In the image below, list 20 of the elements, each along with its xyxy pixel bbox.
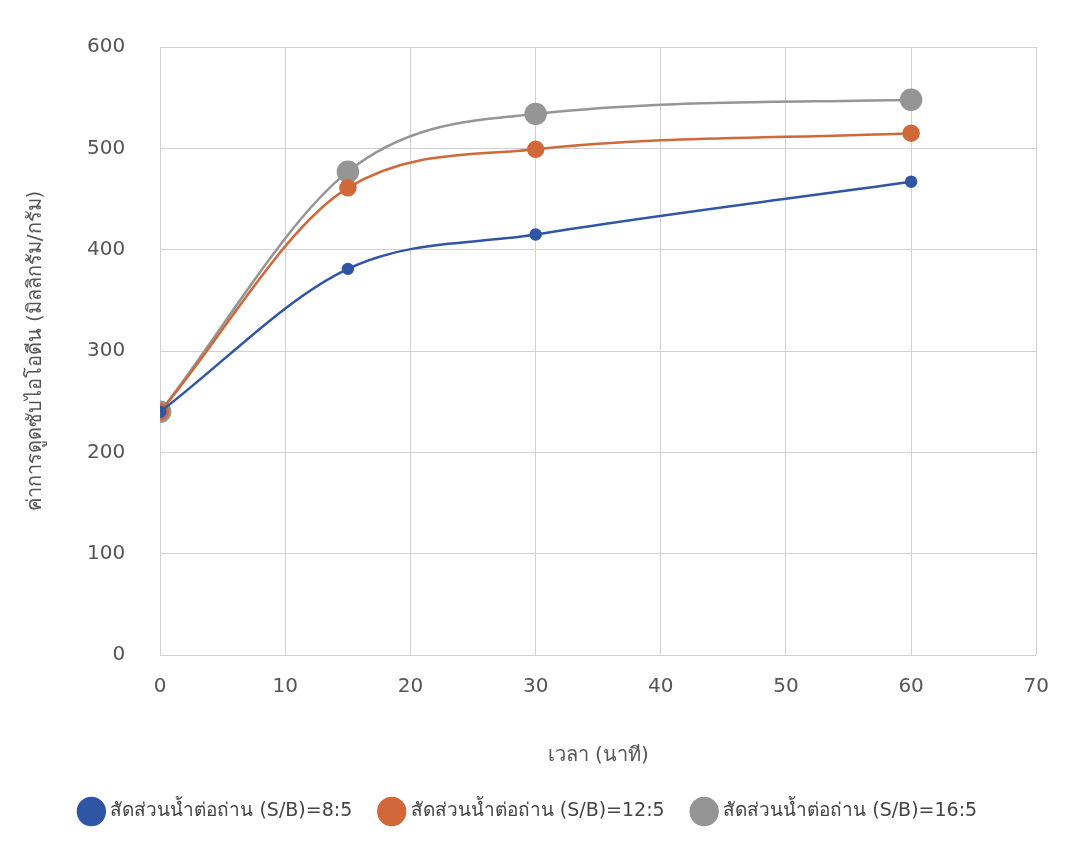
y-tick-label: 100 [86, 539, 126, 564]
y-tick-label: 400 [86, 235, 126, 260]
y-tick-label: 200 [86, 438, 126, 463]
x-tick-label: 70 [1023, 673, 1049, 698]
legend-label: สัดส่วนน้ำต่อถ่าน (S/B)=12:5 [410, 796, 665, 821]
y-tick-label: 300 [86, 337, 126, 362]
x-tick-label: 50 [773, 673, 799, 698]
y-tick-label: 500 [86, 134, 126, 159]
x-tick-label: 10 [272, 673, 299, 698]
x-tick-label: 30 [522, 673, 549, 698]
legend-label: สัดส่วนน้ำต่อถ่าน (S/B)=16:5 [723, 796, 978, 821]
y-tick-label: 0 [112, 641, 126, 666]
x-tick-label: 20 [397, 673, 424, 698]
y-tick-label: 600 [86, 33, 126, 58]
y-axis-title: ค่าการดูดซับไอโอดีน (มิลลิกรัม/กรัม) [22, 190, 48, 512]
x-axis-title: เวลา (นาที) [547, 742, 649, 767]
x-tick-label: 40 [648, 673, 674, 698]
legend-label: สัดส่วนน้ำต่อถ่าน (S/B)=8:5 [110, 796, 353, 821]
x-tick-label: 60 [898, 673, 924, 698]
x-tick-label: 0 [153, 673, 167, 698]
